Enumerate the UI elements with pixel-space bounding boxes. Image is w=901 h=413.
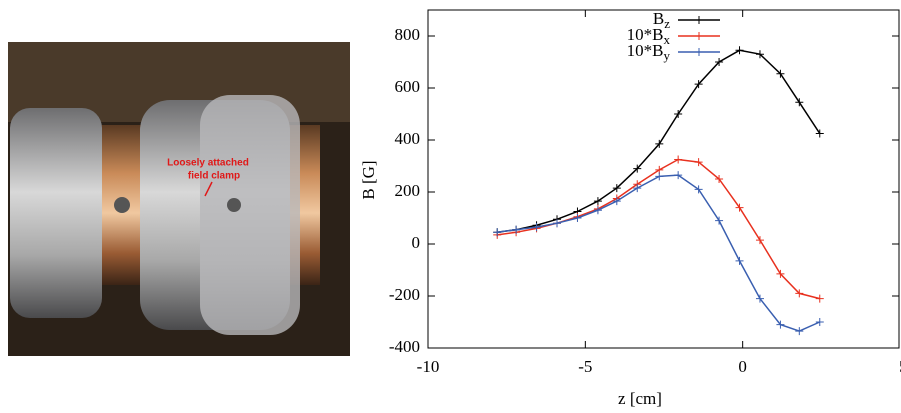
point-marker bbox=[655, 139, 664, 148]
point-marker bbox=[694, 185, 703, 194]
x-tick-label: 5 bbox=[899, 357, 901, 376]
y-axis-label: B [G] bbox=[359, 160, 378, 199]
point-marker bbox=[776, 320, 785, 329]
point-marker bbox=[593, 206, 602, 215]
point-marker bbox=[815, 294, 824, 303]
point-marker bbox=[755, 236, 764, 245]
point-marker bbox=[553, 219, 562, 228]
y-tick-label: -200 bbox=[389, 285, 420, 304]
point-marker bbox=[674, 110, 683, 118]
point-marker bbox=[735, 203, 744, 212]
series-line bbox=[497, 49, 821, 234]
point-marker bbox=[776, 269, 785, 278]
x-tick-label: 0 bbox=[738, 357, 747, 376]
photo-annotation: field clamp bbox=[188, 171, 240, 182]
point-marker bbox=[715, 58, 724, 66]
point-marker bbox=[735, 46, 744, 55]
legend-marker bbox=[695, 16, 703, 24]
point-marker bbox=[512, 225, 521, 234]
y-tick-label: -400 bbox=[389, 337, 420, 356]
y-tick-label: 200 bbox=[395, 181, 421, 200]
series-line bbox=[497, 158, 820, 300]
legend-label: 10*By bbox=[627, 41, 671, 63]
point-marker bbox=[593, 197, 602, 206]
photo: Loosely attached field clamp bbox=[8, 42, 350, 356]
y-tick-label: 0 bbox=[412, 233, 421, 252]
point-marker bbox=[694, 158, 703, 167]
point-marker bbox=[612, 184, 621, 193]
point-marker bbox=[532, 223, 541, 232]
y-tick-label: 600 bbox=[395, 77, 421, 96]
point-marker bbox=[755, 50, 764, 59]
plot-frame bbox=[427, 9, 900, 349]
legend-marker bbox=[695, 32, 703, 40]
photo-annotation: Loosely attached bbox=[167, 158, 249, 169]
x-tick-label: -5 bbox=[578, 357, 592, 376]
point-marker bbox=[795, 98, 804, 107]
point-marker bbox=[612, 197, 621, 206]
point-marker bbox=[674, 155, 683, 164]
legend-marker bbox=[695, 48, 703, 56]
point-marker bbox=[795, 327, 804, 336]
point-marker bbox=[655, 172, 664, 181]
y-tick-label: 800 bbox=[395, 25, 421, 44]
series-line bbox=[497, 174, 821, 332]
x-axis-label: z [cm] bbox=[618, 389, 662, 408]
point-marker bbox=[573, 214, 582, 222]
legend-label: Bz bbox=[653, 9, 670, 31]
point-marker bbox=[795, 289, 804, 298]
point-marker bbox=[776, 69, 785, 78]
x-tick-label: -10 bbox=[417, 357, 440, 376]
point-marker bbox=[715, 175, 724, 183]
point-marker bbox=[815, 129, 824, 138]
legend-label: 10*Bx bbox=[627, 25, 671, 47]
point-marker bbox=[715, 216, 724, 225]
point-marker bbox=[815, 318, 824, 326]
point-marker bbox=[633, 184, 642, 193]
point-marker bbox=[735, 256, 744, 265]
point-marker bbox=[674, 171, 683, 180]
point-marker bbox=[633, 164, 642, 173]
point-marker bbox=[493, 228, 502, 237]
point-marker bbox=[755, 294, 764, 303]
y-tick-label: 400 bbox=[395, 129, 421, 148]
point-marker bbox=[694, 80, 703, 89]
